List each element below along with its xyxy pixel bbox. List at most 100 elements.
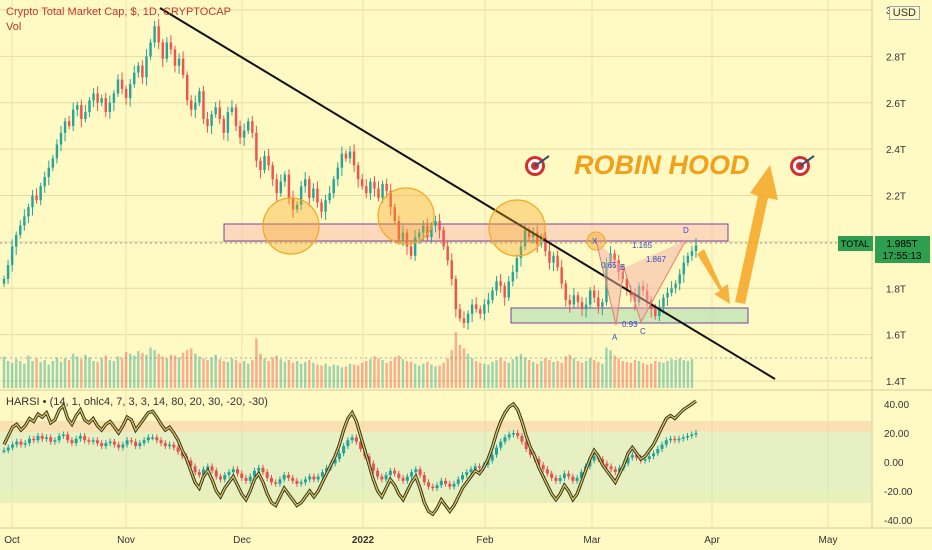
pattern-point-label: A [612, 333, 618, 342]
harsi-candle [494, 447, 498, 455]
volume-bar [14, 359, 18, 388]
harsi-candle [117, 444, 121, 448]
candle-body [137, 65, 140, 73]
harsi-candle [545, 469, 549, 474]
volume-bar [650, 363, 653, 388]
volume-bar [430, 364, 433, 388]
harsi-candle [295, 480, 299, 484]
harsi-candle [235, 469, 239, 474]
candle-body [222, 118, 226, 133]
candle-body [397, 221, 401, 240]
candle-body [218, 107, 221, 119]
harsi-candle [146, 437, 150, 441]
volume-bar [674, 360, 677, 388]
candle-body [426, 225, 429, 238]
x-tick-label: Apr [704, 535, 720, 546]
pattern-ratio-label: 0.93 [622, 320, 638, 329]
volume-bar [332, 364, 335, 388]
projection-arrow-up [735, 165, 778, 304]
volume-bar [275, 355, 278, 388]
volume-bar [348, 363, 352, 388]
harsi-candle [554, 477, 558, 481]
candle-body [71, 109, 75, 126]
harsi-candle [57, 435, 61, 441]
volume-bar [491, 361, 494, 388]
volume-bar [373, 356, 376, 388]
volume-bar [51, 361, 55, 388]
candle-body [198, 91, 201, 103]
volume-bars [2, 332, 694, 388]
candle-body [540, 237, 543, 245]
axes: 3T2.8T2.6T2.4T2.2T2T1.8T1.6T1.4T40.0020.… [4, 6, 930, 546]
harsi-candle [257, 467, 261, 471]
harsi-candle [32, 438, 36, 441]
harsi-candle [129, 440, 133, 442]
harsi-candle [278, 479, 282, 484]
harsi-candle [405, 476, 409, 481]
harsi-candle [414, 469, 418, 473]
candle-body [173, 49, 177, 66]
candle-body [576, 295, 580, 303]
candle-body [466, 313, 470, 324]
harsi-candle [431, 486, 435, 489]
volume-bar [686, 361, 690, 388]
harsi-candle [630, 454, 634, 458]
currency-button[interactable]: USD [888, 6, 920, 20]
candle-body [133, 72, 136, 85]
candle-body [279, 181, 283, 194]
volume-bar [340, 367, 344, 388]
harsi-candle [516, 433, 520, 436]
candle-body [409, 246, 413, 256]
candle-body [686, 255, 690, 263]
candle-body [385, 183, 388, 191]
harsi-candle [410, 472, 414, 477]
candle-body [654, 309, 657, 317]
harsi-candle [176, 447, 180, 452]
x-tick-label: Oct [4, 535, 20, 546]
candle-body [181, 58, 185, 75]
candle-body [682, 262, 686, 275]
harsi-candle [473, 466, 477, 470]
x-tick-label: 2022 [352, 535, 375, 546]
volume-bar [31, 361, 34, 388]
volume-bar [157, 353, 160, 388]
volume-bar [161, 356, 164, 388]
candle-body [304, 179, 307, 187]
candle-body [491, 290, 494, 300]
harsi-candle [541, 464, 545, 470]
volume-bar [544, 358, 547, 388]
candle-body [580, 302, 584, 310]
harsi-candle [49, 437, 53, 442]
volume-bar [88, 357, 91, 388]
candle-body [177, 58, 181, 66]
harsi-candle [371, 463, 375, 471]
harsi-candle [656, 448, 660, 454]
candle-body [662, 297, 665, 307]
volume-bar [393, 357, 396, 388]
volume-bar [316, 364, 319, 388]
candle-body [104, 98, 107, 113]
candle-body [434, 221, 437, 226]
harsi-candle [244, 477, 248, 481]
volume-bar [548, 360, 551, 388]
volume-bar [47, 364, 50, 388]
volume-bar [523, 357, 527, 388]
harsi-candle [635, 454, 639, 458]
volume-bar [128, 353, 132, 388]
volume-bar [92, 361, 95, 388]
volume-bar [328, 366, 331, 388]
candle-body [678, 274, 681, 284]
volume-bar [27, 355, 30, 388]
harsi-candle [499, 441, 503, 448]
volume-bar [23, 363, 26, 388]
volume-bar [446, 358, 449, 388]
harsi-candle [308, 476, 312, 480]
volume-bar [560, 362, 563, 388]
volume-bar [324, 363, 327, 388]
harsi-candle [448, 483, 452, 487]
volume-bar [633, 360, 637, 388]
candle-body [507, 281, 510, 298]
harmonic-xab [596, 240, 624, 325]
harsi-candle [511, 433, 515, 435]
